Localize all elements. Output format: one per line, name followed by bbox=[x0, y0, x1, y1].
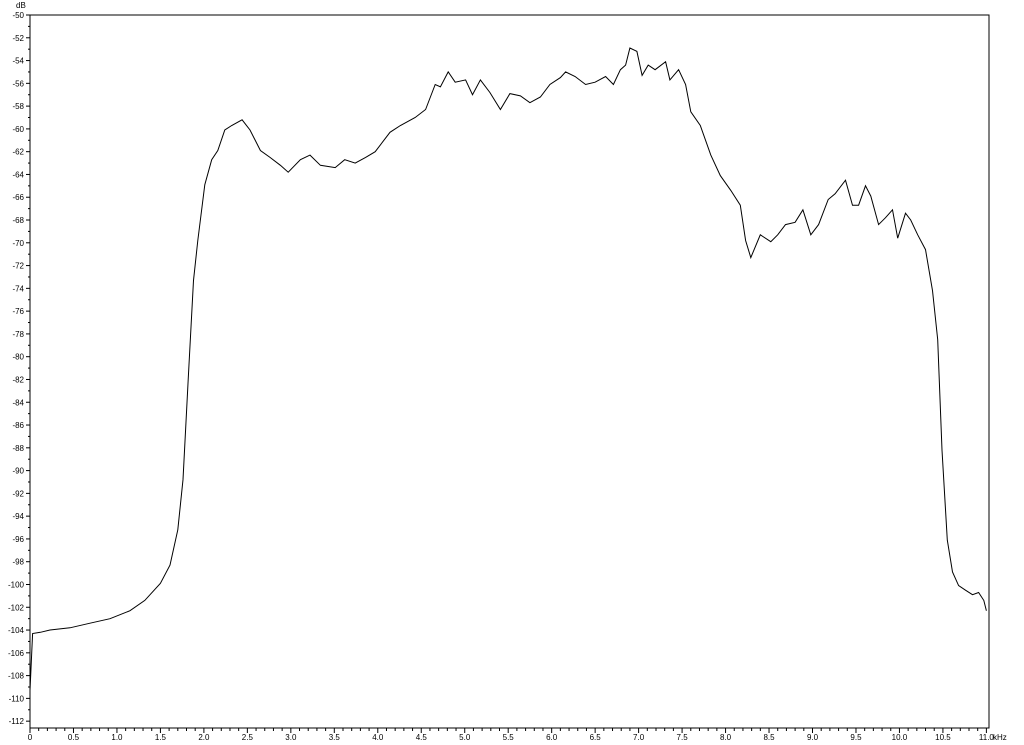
x-tick-label: 11.0 bbox=[979, 733, 995, 742]
y-tick-label: -108 bbox=[8, 672, 25, 681]
x-tick-label: 8.0 bbox=[720, 733, 732, 742]
x-tick-label: 1.0 bbox=[111, 733, 123, 742]
x-axis-unit-label: kHz bbox=[993, 733, 1007, 742]
y-tick-label: -76 bbox=[12, 307, 24, 316]
x-tick-label: 3.0 bbox=[285, 733, 297, 742]
x-tick-label: 9.5 bbox=[850, 733, 862, 742]
x-tick-label: 2.0 bbox=[198, 733, 210, 742]
y-tick-label: -98 bbox=[12, 558, 24, 567]
y-tick-label: -94 bbox=[12, 512, 24, 521]
x-tick-label: 10.0 bbox=[892, 733, 908, 742]
x-tick-label: 0 bbox=[28, 733, 33, 742]
series-line bbox=[29, 47, 987, 691]
x-tick-label: 4.5 bbox=[416, 733, 428, 742]
y-tick-label: -86 bbox=[12, 421, 24, 430]
x-tick-label: 5.5 bbox=[503, 733, 515, 742]
y-tick-label: -100 bbox=[8, 580, 25, 589]
plot-frame bbox=[29, 14, 990, 729]
y-tick-label: -96 bbox=[12, 535, 24, 544]
x-tick-label: 3.5 bbox=[329, 733, 341, 742]
y-tick-label: -72 bbox=[12, 262, 24, 271]
x-tick-label: 5.0 bbox=[459, 733, 471, 742]
y-axis-label: dB bbox=[16, 1, 26, 10]
x-tick-label: 8.5 bbox=[763, 733, 775, 742]
y-tick-label: -60 bbox=[12, 125, 24, 134]
x-tick-label: 4.0 bbox=[372, 733, 384, 742]
y-tick-label: -56 bbox=[12, 79, 24, 88]
y-tick-label: -62 bbox=[12, 148, 24, 157]
y-tick-label: -88 bbox=[12, 444, 24, 453]
y-axis: -50 -52 -54 -56 -58 -60 -62 -64 -66 -68 -70 -72 -74 -… bbox=[8, 11, 30, 726]
y-tick-label: -74 bbox=[12, 284, 24, 293]
y-tick-label: -54 bbox=[12, 57, 24, 66]
y-tick-label: -104 bbox=[8, 626, 25, 635]
x-tick-label: 2.5 bbox=[242, 733, 254, 742]
x-tick-label: 6.0 bbox=[546, 733, 558, 742]
x-tick-label: 10.5 bbox=[935, 733, 951, 742]
y-tick-label: -70 bbox=[12, 239, 24, 248]
y-tick-label: -50 bbox=[12, 11, 24, 20]
x-tick-label: 7.0 bbox=[633, 733, 645, 742]
x-tick-label: 0.5 bbox=[68, 733, 80, 742]
y-tick-label: -58 bbox=[12, 102, 24, 111]
y-tick-label: -102 bbox=[8, 603, 25, 612]
y-tick-label: -68 bbox=[12, 216, 24, 225]
y-tick-label: -82 bbox=[12, 375, 24, 384]
x-tick-label: 1.5 bbox=[155, 733, 167, 742]
x-tick-label: 6.5 bbox=[590, 733, 602, 742]
y-tick-label: -110 bbox=[9, 694, 25, 703]
y-tick-label: -52 bbox=[12, 34, 24, 43]
y-tick-label: -66 bbox=[12, 193, 24, 202]
y-tick-label: -92 bbox=[12, 489, 24, 498]
x-tick-label: 9.0 bbox=[807, 733, 819, 742]
y-tick-label: -106 bbox=[8, 649, 25, 658]
y-tick-label: -112 bbox=[9, 717, 25, 726]
x-axis: 0 0.5 1.0 1.5 2.0 2.5 3.0 3.5 4.0 4.5 5.0 5.5 6.0 6.5… bbox=[28, 728, 995, 742]
y-tick-label: -90 bbox=[12, 467, 24, 476]
y-tick-label: -64 bbox=[12, 170, 24, 179]
y-tick-label: -78 bbox=[12, 330, 24, 339]
y-tick-label: -80 bbox=[12, 353, 24, 362]
y-tick-label: -84 bbox=[12, 398, 24, 407]
x-tick-label: 7.5 bbox=[677, 733, 689, 742]
